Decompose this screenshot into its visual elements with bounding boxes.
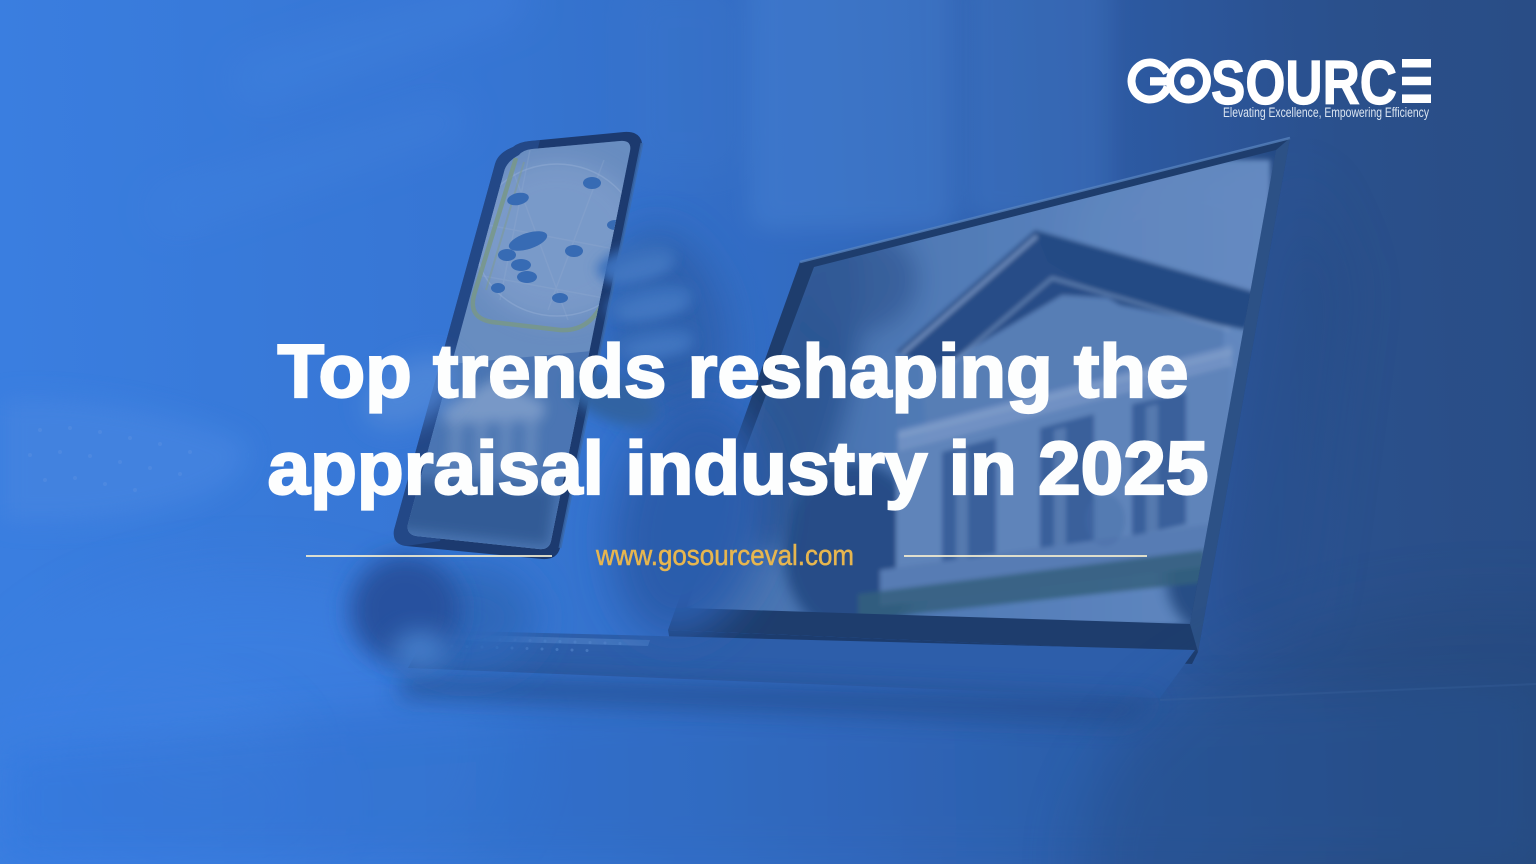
svg-text:appraisal industry in 2025: appraisal industry in 2025 bbox=[268, 426, 1209, 510]
svg-text:www.gosourceval.com: www.gosourceval.com bbox=[595, 540, 854, 572]
svg-text:Elevating Excellence, Empoweri: Elevating Excellence, Empowering Efficie… bbox=[1223, 105, 1429, 120]
svg-text:Top trends reshaping the: Top trends reshaping the bbox=[278, 329, 1189, 413]
svg-text:SOURC: SOURC bbox=[1211, 49, 1397, 118]
